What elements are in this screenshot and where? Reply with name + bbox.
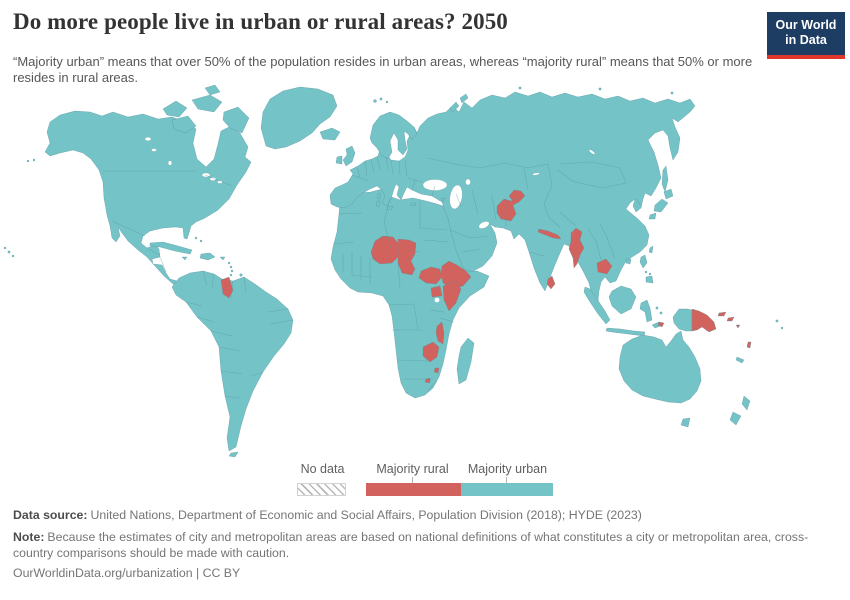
country-south-sudan[interactable] xyxy=(418,266,443,285)
west-new-guinea[interactable] xyxy=(672,308,693,332)
country-vanuatu[interactable] xyxy=(746,341,752,349)
japan-islands[interactable] xyxy=(648,188,674,220)
country-uganda[interactable] xyxy=(430,285,443,298)
country-chad[interactable] xyxy=(397,238,417,276)
country-nepal[interactable] xyxy=(537,228,562,240)
country-malawi[interactable] xyxy=(435,321,445,345)
note-label: Note: xyxy=(13,530,45,544)
country-zimbabwe[interactable] xyxy=(422,341,440,363)
country-tajikistan[interactable] xyxy=(508,189,526,201)
country-kenya[interactable] xyxy=(442,280,462,312)
legend-label-urban: Majority urban xyxy=(467,462,548,476)
country-solomon-islands[interactable] xyxy=(717,311,741,329)
legend-swatch-rural[interactable] xyxy=(366,483,461,496)
data-source-text: United Nations, Department of Economic a… xyxy=(90,508,642,522)
country-timor-leste[interactable] xyxy=(657,321,665,328)
legend-tick-rural xyxy=(412,477,413,483)
region-scandinavia[interactable] xyxy=(369,111,418,160)
canadian-arctic-islands[interactable] xyxy=(162,84,250,134)
country-ethiopia[interactable] xyxy=(440,260,472,290)
country-borders xyxy=(103,155,642,399)
note-text: Because the estimates of city and metrop… xyxy=(13,530,809,560)
sakhalin-island[interactable] xyxy=(661,165,669,193)
country-guyana[interactable] xyxy=(220,276,234,299)
owid-logo-line1: Our World xyxy=(775,18,837,32)
owid-logo[interactable]: Our World in Data xyxy=(767,12,845,59)
new-caledonia[interactable] xyxy=(735,356,745,364)
page-title: Do more people live in urban or rural ar… xyxy=(13,9,508,34)
owid-logo-line2: in Data xyxy=(785,33,827,47)
country-iceland[interactable] xyxy=(319,127,341,141)
country-afghanistan[interactable] xyxy=(496,195,525,222)
country-taiwan[interactable] xyxy=(648,245,654,254)
philippines-islands[interactable] xyxy=(639,254,654,284)
country-myanmar[interactable] xyxy=(568,227,585,269)
legend-label-no-data: No data xyxy=(300,462,345,476)
region-africa[interactable] xyxy=(330,188,490,399)
license-label: CC BY xyxy=(202,566,241,580)
country-sri-lanka[interactable] xyxy=(546,275,556,290)
region-south-america[interactable] xyxy=(171,270,294,452)
lakes xyxy=(144,136,596,303)
owid-url-link[interactable]: OurWorldinData.org/urbanization xyxy=(13,566,193,580)
country-madagascar[interactable] xyxy=(456,337,475,385)
attribution-line: OurWorldinData.org/urbanization | CC BY xyxy=(13,565,513,581)
tierra-del-fuego[interactable] xyxy=(228,451,239,458)
country-papua-new-guinea[interactable] xyxy=(691,308,717,333)
european-islands[interactable] xyxy=(335,145,446,211)
attribution-separator: | xyxy=(192,566,203,580)
owid-logo-stripe xyxy=(767,55,845,59)
pacific-islands xyxy=(3,158,784,330)
legend-tick-urban xyxy=(506,477,507,483)
legend-label-rural: Majority rural xyxy=(376,462,449,476)
data-source-label: Data source: xyxy=(13,508,88,522)
country-cambodia[interactable] xyxy=(596,258,613,275)
tasmania[interactable] xyxy=(680,417,691,428)
chart-subtitle: “Majority urban” means that over 50% of … xyxy=(13,54,753,85)
legend-swatch-urban[interactable] xyxy=(461,483,553,496)
country-eswatini[interactable] xyxy=(433,367,440,374)
data-source-line: Data source: United Nations, Department o… xyxy=(13,507,823,523)
country-greenland[interactable] xyxy=(260,86,338,150)
hainan-island[interactable] xyxy=(625,258,632,265)
indonesia-islands[interactable] xyxy=(583,285,664,337)
country-new-zealand[interactable] xyxy=(729,395,751,426)
country-australia[interactable] xyxy=(618,330,702,404)
arctic-islands xyxy=(373,86,674,113)
caribbean-islands[interactable] xyxy=(149,236,243,277)
legend-swatch-no-data[interactable] xyxy=(297,483,346,496)
note-line: Note: Because the estimates of city and m… xyxy=(13,529,813,561)
